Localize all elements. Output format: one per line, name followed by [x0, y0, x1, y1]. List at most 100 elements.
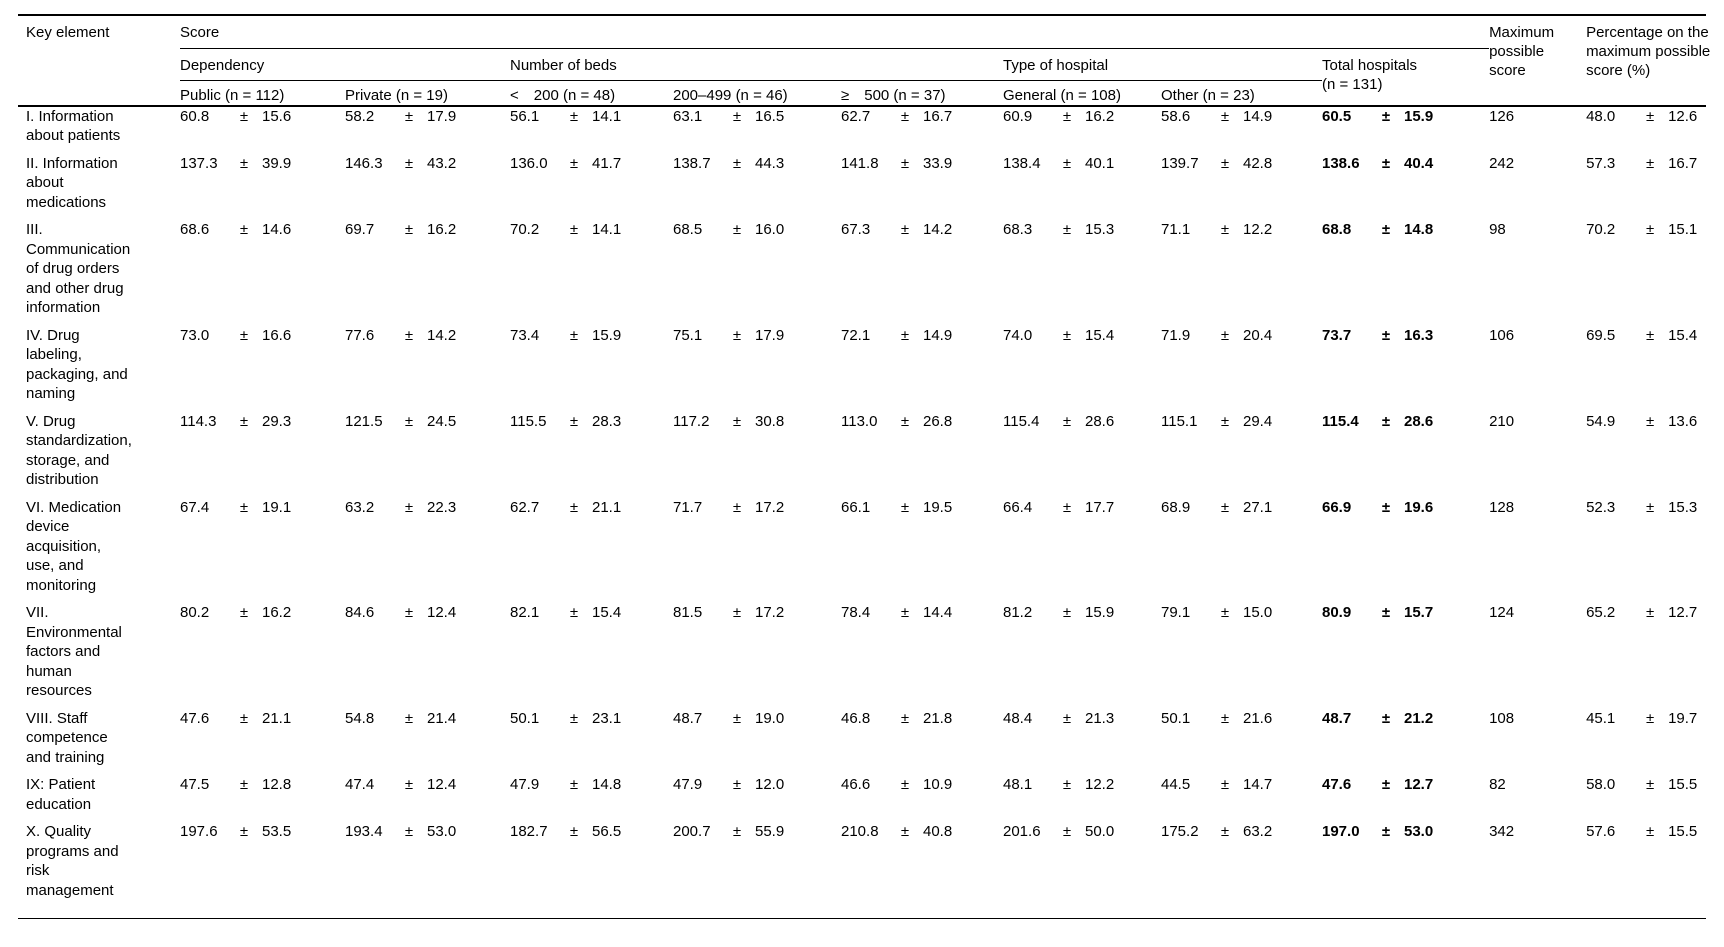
- table-row: VIII. Staff competence and training 47.6 ±…: [18, 709, 1706, 776]
- percentage-cell: 45.1 ±19.7: [1586, 709, 1706, 776]
- mean-value: 47.4: [345, 776, 375, 793]
- mean-value: 139.7: [1161, 154, 1199, 172]
- sd-value: 29.3: [262, 412, 292, 430]
- plus-minus-sign: ±: [569, 604, 579, 621]
- row-label: I. Information about patients: [26, 107, 121, 145]
- percentage-cell: 57.3 ±16.7: [1586, 154, 1706, 221]
- plus-minus-sign: ±: [1220, 221, 1230, 238]
- subheader-private: Private (n = 19): [345, 80, 510, 107]
- sd-value: 14.9: [1243, 107, 1273, 125]
- sd-value: 21.6: [1243, 709, 1273, 727]
- score-cell: 68.9 ±27.1: [1161, 498, 1322, 604]
- sd-value: 15.9: [592, 326, 622, 344]
- score-cell: 71.1 ±12.2: [1161, 220, 1322, 326]
- row-label-cell: III. Communication of drug orders and ot…: [18, 220, 180, 326]
- sd-value: 19.1: [262, 498, 292, 516]
- table-row: X. Quality programs and risk management 1…: [18, 822, 1707, 919]
- percentage-cell: 58.0 ±15.5: [1586, 775, 1706, 822]
- score-cell: 56.1 ±14.1: [510, 106, 673, 154]
- sd-value: 40.8: [923, 823, 953, 840]
- plus-minus-sign: ±: [569, 709, 579, 727]
- plus-minus-sign: ±: [1220, 326, 1230, 344]
- sd-value: 17.7: [1085, 498, 1115, 516]
- mean-value: 84.6: [345, 604, 375, 621]
- mean-value: 81.2: [1003, 604, 1033, 621]
- score-cell: 67.3 ±14.2: [841, 220, 1003, 326]
- sd-value: 24.5: [427, 412, 457, 430]
- sd-value: 44.3: [755, 154, 785, 172]
- mean-value: 117.2: [673, 412, 710, 430]
- mean-value: 48.4: [1003, 709, 1033, 727]
- plus-minus-sign: ±: [900, 107, 910, 125]
- sd-value: 15.5: [1668, 823, 1698, 840]
- score-cell: 137.3 ±39.9: [180, 154, 345, 221]
- mean-value: 75.1: [673, 326, 703, 344]
- mean-value: 70.2: [510, 221, 540, 238]
- score-cell: 66.4 ±17.7: [1003, 498, 1161, 604]
- row-label-cell: IV. Drug labeling, packaging, and naming: [18, 326, 180, 412]
- sd-value: 42.8: [1243, 154, 1273, 172]
- sd-value: 22.3: [427, 498, 457, 516]
- mean-value: 68.3: [1003, 221, 1033, 238]
- plus-minus-sign: ±: [1645, 776, 1655, 793]
- sd-value: 16.2: [1085, 107, 1115, 125]
- plus-minus-sign: ±: [900, 776, 910, 793]
- score-cell: 200.7 ±55.9: [673, 822, 841, 919]
- sd-value: 15.1: [1668, 221, 1698, 238]
- subheader-200-499: 200–499 (n = 46): [673, 80, 841, 107]
- plus-minus-sign: ±: [239, 823, 249, 840]
- sd-value: 63.2: [1243, 823, 1273, 840]
- table-row: V. Drug standardization, storage, and di…: [18, 412, 1706, 498]
- sd-value: 15.9: [1404, 107, 1434, 125]
- mean-value: 70.2: [1586, 221, 1616, 238]
- mean-value: 62.7: [841, 107, 871, 125]
- max-possible-score-cell: 210: [1489, 412, 1515, 430]
- mean-value: 193.4: [345, 823, 383, 840]
- row-label: VIII. Staff competence and training: [26, 709, 108, 766]
- sd-value: 15.4: [1085, 326, 1115, 344]
- mean-value: 68.6: [180, 221, 210, 238]
- plus-minus-sign: ±: [239, 107, 249, 125]
- sd-value: 21.1: [262, 709, 292, 727]
- sd-value: 15.7: [1404, 604, 1434, 621]
- plus-minus-sign: ±: [239, 326, 249, 344]
- plus-minus-sign: ±: [569, 412, 579, 430]
- mean-value: 73.7: [1322, 326, 1352, 344]
- subheader-lt-200: < 200 (n = 48): [510, 80, 673, 107]
- mean-value: 77.6: [345, 326, 375, 344]
- sd-value: 30.8: [755, 412, 785, 430]
- score-cell: 66.1 ±19.5: [841, 498, 1003, 604]
- sd-value: 15.9: [1085, 604, 1115, 621]
- plus-minus-sign: ±: [1062, 709, 1072, 727]
- mean-value: 62.7: [510, 498, 540, 516]
- percentage-cell: 52.3 ±15.3: [1586, 498, 1706, 604]
- score-cell: 47.9 ±12.0: [673, 775, 841, 822]
- plus-minus-sign: ±: [1220, 604, 1230, 621]
- total-hospitals-cell: 115.4 ±28.6: [1322, 412, 1489, 498]
- sd-value: 28.3: [592, 412, 622, 430]
- plus-minus-sign: ±: [404, 776, 414, 793]
- score-cell: 58.2 ±17.9: [345, 106, 510, 154]
- score-cell: 58.6 ±14.9: [1161, 106, 1322, 154]
- plus-minus-sign: ±: [239, 709, 249, 727]
- sd-value: 28.6: [1404, 412, 1434, 430]
- row-label-cell: VII. Environmental factors and human res…: [18, 603, 180, 709]
- mean-value: 47.5: [180, 776, 210, 793]
- score-cell: 193.4 ±53.0: [345, 822, 510, 919]
- sd-value: 19.6: [1404, 498, 1434, 516]
- sd-value: 17.9: [755, 326, 785, 344]
- sd-value: 39.9: [262, 154, 292, 172]
- sd-value: 14.9: [923, 326, 953, 344]
- plus-minus-sign: ±: [404, 412, 414, 430]
- sd-value: 53.0: [427, 823, 457, 840]
- row-label: IV. Drug labeling, packaging, and naming: [26, 326, 128, 403]
- score-cell: 63.1 ±16.5: [673, 106, 841, 154]
- plus-minus-sign: ±: [900, 154, 910, 172]
- row-label-cell: IX: Patient education: [18, 775, 180, 822]
- row-label: X. Quality programs and risk management: [26, 823, 119, 899]
- total-hospitals-cell: 73.7 ±16.3: [1322, 326, 1489, 412]
- score-cell: 146.3 ±43.2: [345, 154, 510, 221]
- max-possible-score-cell: 124: [1489, 604, 1515, 621]
- mean-value: 56.1: [510, 107, 540, 125]
- sd-value: 10.9: [923, 776, 953, 793]
